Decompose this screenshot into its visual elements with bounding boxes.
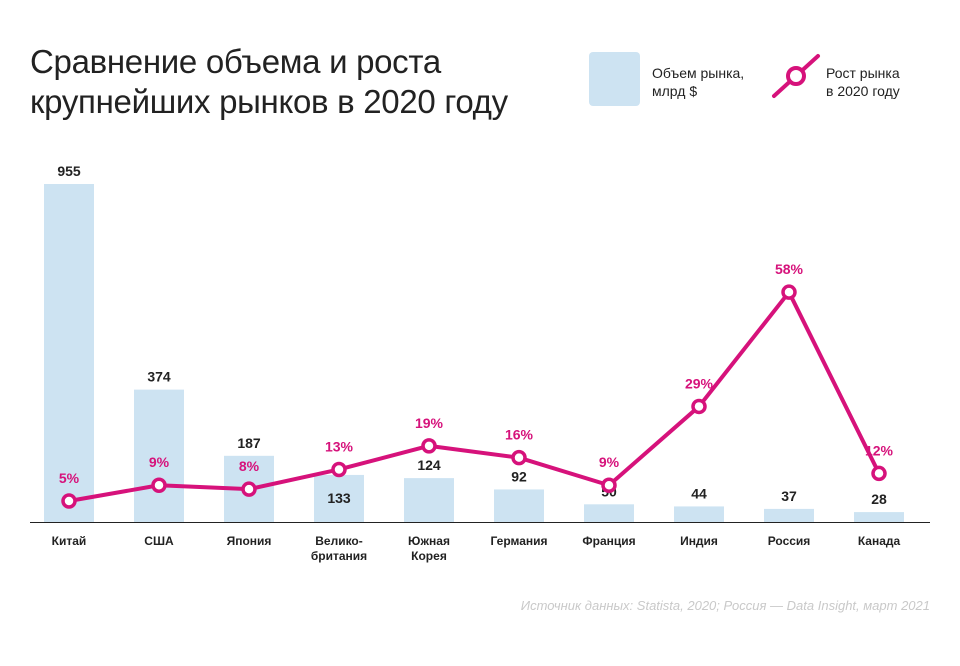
category-label-3-0: Велико-	[315, 534, 363, 548]
legend-volume-label: Объем рынка, млрд $	[652, 64, 744, 100]
bar-value-label-3: 133	[327, 490, 351, 506]
bar-7	[674, 506, 724, 522]
growth-point-4	[421, 438, 437, 454]
bar-9	[854, 512, 904, 522]
growth-value-label-1: 9%	[149, 454, 170, 470]
growth-point-8	[781, 284, 797, 300]
bar-3	[314, 474, 364, 522]
growth-point-2	[241, 481, 257, 497]
growth-point-7	[691, 398, 707, 415]
legend-volume-line-2: млрд $	[652, 83, 698, 99]
growth-point-6	[601, 477, 617, 493]
growth-value-label-0: 5%	[59, 470, 80, 486]
growth-point-3	[331, 461, 347, 478]
bar-value-label-8: 37	[781, 488, 797, 504]
growth-value-label-4: 19%	[415, 415, 444, 431]
legend-growth-label: Рост рынка в 2020 году	[826, 64, 900, 100]
growth-line	[68, 290, 881, 503]
bar-value-label-1: 374	[147, 369, 171, 385]
category-label-5: Германия	[490, 534, 547, 548]
bar-value-label-9: 28	[871, 491, 887, 507]
bar-1	[134, 389, 184, 522]
category-label-1: США	[144, 534, 174, 548]
bar-5	[494, 489, 544, 522]
category-label-0: Китай	[52, 534, 87, 548]
growth-value-label-2: 8%	[239, 458, 260, 474]
legend-growth-line-1: Рост рынка	[826, 65, 900, 81]
growth-value-label-3: 13%	[325, 438, 354, 454]
category-label-3-1: британия	[311, 549, 367, 563]
category-label-4-1: Корея	[411, 549, 447, 563]
bar-6	[584, 504, 634, 522]
legend-volume-swatch	[589, 52, 640, 106]
legend-growth-swatch	[772, 54, 820, 98]
bar-value-label-5: 92	[511, 468, 527, 484]
growth-value-label-6: 9%	[599, 454, 620, 470]
bar-value-label-2: 187	[237, 435, 261, 451]
growth-point-5	[511, 449, 527, 466]
legend-growth-line-2: в 2020 году	[826, 83, 900, 99]
bar-4	[404, 478, 454, 522]
chart-title: Сравнение объема и роста крупнейших рынк…	[30, 42, 550, 122]
category-label-4-0: Южная	[408, 534, 450, 548]
growth-point-9	[871, 465, 887, 482]
bar-value-label-0: 955	[57, 163, 81, 179]
growth-value-label-7: 29%	[685, 375, 714, 391]
category-label-9: Канада	[858, 534, 901, 548]
bar-8	[764, 508, 814, 522]
category-label-7: Индия	[680, 534, 718, 548]
growth-value-label-8: 58%	[775, 261, 804, 277]
growth-point-1	[151, 477, 167, 493]
category-label-6: Франция	[582, 534, 635, 548]
growth-point-0	[61, 493, 77, 509]
source-note: Источник данных: Statista, 2020; Россия …	[520, 598, 930, 613]
chart-title-line-2: крупнейших рынков в 2020 году	[30, 83, 508, 120]
category-label-2: Япония	[227, 534, 272, 548]
category-label-8: Россия	[768, 534, 811, 548]
bar-0	[44, 184, 94, 522]
chart-title-line-1: Сравнение объема и роста	[30, 43, 441, 80]
legend-volume-line-1: Объем рынка,	[652, 65, 745, 81]
bar-value-label-7: 44	[691, 485, 707, 501]
growth-value-label-5: 16%	[505, 427, 534, 443]
bar-value-label-4: 124	[417, 457, 441, 473]
growth-value-label-9: 12%	[865, 442, 894, 458]
